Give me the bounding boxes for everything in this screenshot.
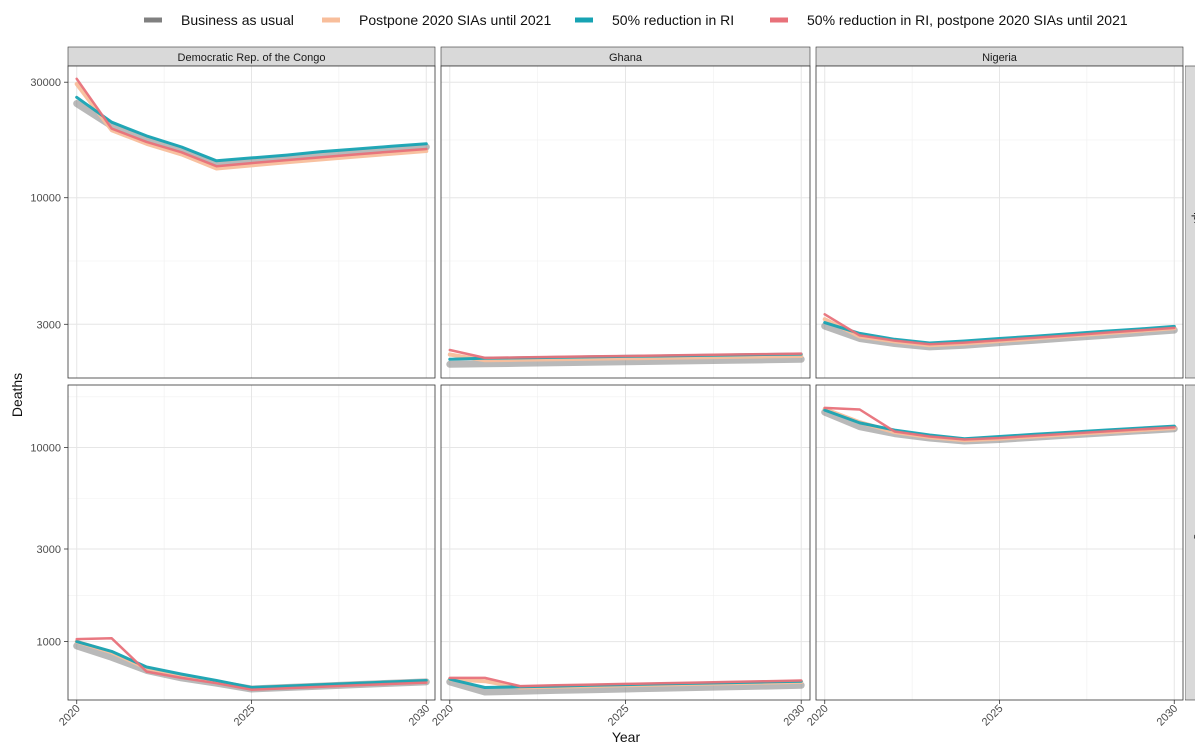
y-axis-title: Deaths bbox=[9, 373, 25, 417]
panel-border bbox=[440, 65, 811, 379]
facet-strip-label-democratic-rep-of-the-congo: Democratic Rep. of the Congo bbox=[178, 52, 326, 64]
row-strip-notre-dame bbox=[1185, 384, 1195, 701]
y-tick-label: 10000 bbox=[30, 443, 61, 455]
panel-ghana-notre-dame bbox=[440, 384, 811, 701]
legend-label-ri50-postpone: 50% reduction in RI, postpone 2020 SIAs … bbox=[807, 12, 1128, 28]
panel-democratic-rep-of-the-congo-notre-dame bbox=[67, 384, 436, 701]
y-tick-label: 3000 bbox=[37, 319, 61, 331]
panel-ghana-imperial bbox=[440, 65, 811, 379]
x-tick-label: 2025 bbox=[980, 703, 1006, 729]
series-line-ri50-postpone bbox=[75, 77, 428, 168]
panel-border bbox=[815, 65, 1184, 379]
legend-label-ri50: 50% reduction in RI bbox=[612, 12, 734, 28]
facet-strip-label-nigeria: Nigeria bbox=[982, 52, 1018, 64]
series-line-ri50 bbox=[823, 321, 1176, 345]
series-line-ri50-postpone bbox=[75, 637, 428, 691]
y-tick-label: 1000 bbox=[37, 637, 61, 649]
series-line-bau bbox=[446, 678, 805, 696]
x-tick-label: 2020 bbox=[805, 703, 831, 729]
x-tick-label: 2020 bbox=[430, 703, 456, 729]
panel-democratic-rep-of-the-congo-imperial bbox=[67, 65, 436, 379]
series-line-postpone bbox=[447, 352, 804, 363]
series-line-ri50-postpone bbox=[823, 313, 1176, 346]
chart-legend: Business as usual Postpone 2020 SIAs unti… bbox=[144, 12, 1128, 28]
x-axis-title: Year bbox=[612, 729, 641, 745]
x-tick-label: 2025 bbox=[232, 703, 258, 729]
series-line-ri50 bbox=[823, 408, 1176, 441]
x-tick-label: 2030 bbox=[782, 703, 808, 729]
row-strip-label-notre-dame: Notre Dame bbox=[1191, 513, 1195, 572]
series-line-ri50-postpone bbox=[448, 676, 803, 688]
legend-label-postpone: Postpone 2020 SIAs until 2021 bbox=[359, 12, 551, 28]
series-line-ri50-postpone bbox=[823, 406, 1176, 441]
legend-label-bau: Business as usual bbox=[181, 12, 294, 28]
series-line-ri50 bbox=[75, 95, 428, 163]
row-strip-label-imperial: Imperial bbox=[1191, 202, 1195, 241]
series-line-bau bbox=[446, 355, 805, 368]
y-tick-label: 3000 bbox=[37, 544, 61, 556]
x-tick-label: 2030 bbox=[407, 703, 433, 729]
x-tick-label: 2020 bbox=[57, 703, 83, 729]
chart-panels: Democratic Rep. of the Congo Ghana Nigeria… bbox=[67, 46, 1195, 701]
series-line-postpone bbox=[74, 82, 429, 171]
panel-nigeria-notre-dame bbox=[815, 384, 1184, 701]
panel-nigeria-imperial bbox=[815, 65, 1184, 379]
panel-border bbox=[67, 65, 436, 379]
y-tick-label: 30000 bbox=[30, 77, 61, 89]
x-tick-label: 2025 bbox=[606, 703, 632, 729]
x-tick-label: 2030 bbox=[1155, 703, 1181, 729]
y-tick-label: 10000 bbox=[30, 193, 61, 205]
row-strip-imperial bbox=[1185, 65, 1195, 379]
series-line-ri50-postpone bbox=[448, 348, 803, 360]
series-line-bau bbox=[73, 100, 430, 168]
facet-strip-label-ghana: Ghana bbox=[609, 52, 643, 64]
